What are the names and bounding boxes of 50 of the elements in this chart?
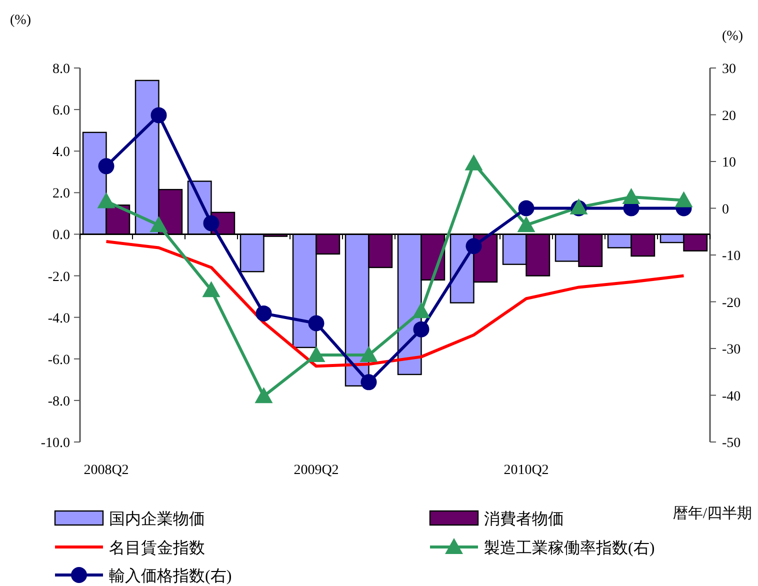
y2-tick-label: -20 [722,296,741,311]
y-tick-label: 4.0 [52,145,70,160]
x-tick-label: 2008Q2 [84,463,129,478]
y2-tick-label: 0 [722,202,729,218]
y-tick-label: 2.0 [52,186,70,202]
y2-tick-label: 30 [722,62,736,77]
x-tick-label: 2010Q2 [504,463,549,478]
y-tick-label: 8.0 [52,62,70,77]
point [622,188,640,204]
y-tick-label: 6.0 [52,104,70,119]
legend-label: 輸入価格指数(右) [109,567,232,585]
y-tick-label: -6.0 [48,352,70,368]
y-tick-label: 0.0 [52,228,70,244]
point [517,216,536,232]
y-tick-label: -10.0 [40,436,70,451]
y2-tick-label: 20 [722,108,736,124]
point [202,281,220,298]
x-axis-title: 暦年/四半期 [672,505,752,522]
legend-label: 国内企業物価 [109,510,205,528]
point [464,154,483,170]
point [97,192,116,208]
point [150,216,168,232]
point [98,158,114,174]
x-tick-label: 2009Q2 [294,463,339,478]
y2-axis-title: (%) [722,29,744,44]
y2-tick-label: -10 [722,249,741,264]
y2-tick-label: -50 [722,436,741,451]
point [308,315,324,332]
point [203,215,220,232]
point [413,321,430,338]
point [256,305,272,322]
y-tick-label: -2.0 [48,270,70,285]
y2-tick-label: -30 [722,342,741,358]
point [360,346,378,362]
point [254,387,273,404]
legend-label: 消費者物価 [484,510,564,528]
point [150,107,167,124]
y2-tick-label: 10 [722,156,736,170]
point [412,302,430,318]
point [518,200,534,216]
point [466,238,482,254]
point [307,346,326,362]
y-tick-label: -4.0 [48,311,70,326]
y2-tick-label: -40 [722,389,741,404]
point [360,374,377,390]
y-tick-label: -8.0 [48,394,70,410]
legend-label: 製造工業稼働率指数(右) [484,539,655,557]
point [674,191,693,208]
y-axis-title: (%) [10,13,32,28]
legend-label: 名目賃金指数 [109,539,205,557]
